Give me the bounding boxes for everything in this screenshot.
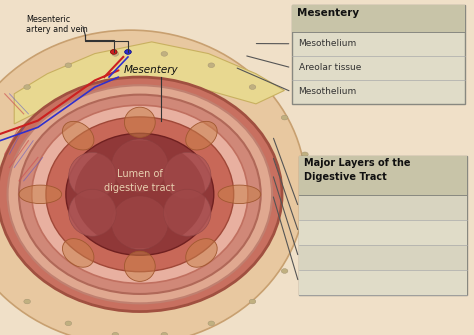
- Circle shape: [112, 52, 118, 56]
- Text: Major Layers of the
Digestive Tract: Major Layers of the Digestive Tract: [304, 158, 411, 182]
- FancyBboxPatch shape: [299, 195, 467, 220]
- Circle shape: [309, 192, 315, 197]
- Ellipse shape: [186, 121, 217, 150]
- Circle shape: [249, 85, 256, 89]
- Ellipse shape: [164, 152, 211, 199]
- Circle shape: [161, 52, 168, 56]
- Ellipse shape: [124, 107, 155, 137]
- Ellipse shape: [8, 85, 272, 304]
- Circle shape: [301, 152, 308, 157]
- FancyBboxPatch shape: [292, 5, 465, 32]
- Text: Areolar tissue: Areolar tissue: [299, 63, 361, 72]
- Ellipse shape: [69, 152, 116, 199]
- Ellipse shape: [0, 77, 282, 312]
- Ellipse shape: [0, 30, 306, 335]
- Circle shape: [24, 85, 30, 89]
- Ellipse shape: [19, 95, 261, 294]
- Circle shape: [281, 269, 288, 273]
- FancyBboxPatch shape: [299, 245, 467, 270]
- FancyBboxPatch shape: [299, 220, 467, 245]
- Circle shape: [24, 299, 30, 304]
- FancyBboxPatch shape: [299, 270, 467, 295]
- Text: Lumen of
digestive tract: Lumen of digestive tract: [104, 169, 175, 193]
- Ellipse shape: [63, 239, 94, 267]
- Text: Mesothelium: Mesothelium: [299, 39, 357, 48]
- Ellipse shape: [69, 189, 116, 236]
- Circle shape: [65, 321, 72, 326]
- Ellipse shape: [111, 139, 168, 193]
- Circle shape: [208, 321, 215, 326]
- Circle shape: [110, 50, 117, 54]
- Circle shape: [161, 332, 168, 335]
- Circle shape: [249, 299, 256, 304]
- FancyBboxPatch shape: [292, 5, 465, 104]
- Circle shape: [281, 115, 288, 120]
- Ellipse shape: [218, 185, 261, 204]
- Text: Mesenteric
artery and vein: Mesenteric artery and vein: [26, 15, 88, 35]
- Circle shape: [301, 232, 308, 237]
- Circle shape: [112, 332, 118, 335]
- FancyBboxPatch shape: [299, 156, 467, 195]
- Ellipse shape: [74, 140, 205, 248]
- Ellipse shape: [164, 189, 211, 236]
- Ellipse shape: [63, 121, 94, 150]
- Ellipse shape: [186, 239, 217, 267]
- Ellipse shape: [66, 133, 214, 255]
- Text: Mesentery: Mesentery: [123, 65, 178, 75]
- Ellipse shape: [19, 185, 62, 204]
- Circle shape: [65, 63, 72, 68]
- Polygon shape: [14, 42, 284, 124]
- Ellipse shape: [32, 105, 248, 283]
- Ellipse shape: [124, 251, 155, 281]
- Ellipse shape: [46, 117, 234, 272]
- Circle shape: [125, 50, 131, 54]
- FancyBboxPatch shape: [299, 156, 467, 295]
- Text: Mesothelium: Mesothelium: [299, 87, 357, 96]
- Text: Mesentery: Mesentery: [297, 8, 359, 18]
- Circle shape: [208, 63, 215, 68]
- Ellipse shape: [111, 196, 168, 250]
